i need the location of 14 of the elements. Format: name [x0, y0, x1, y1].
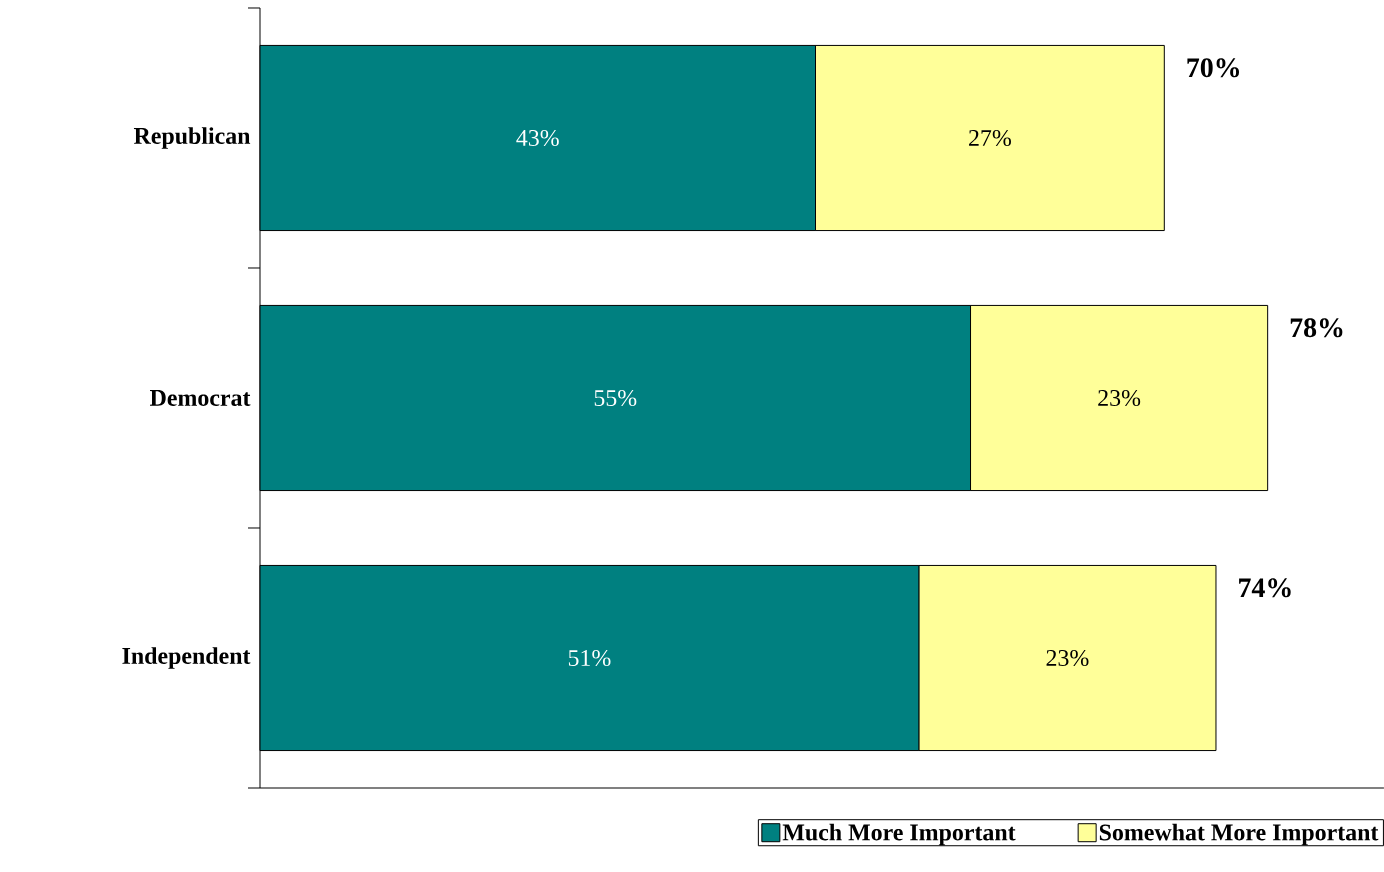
- data-label: 27%: [969, 129, 1011, 147]
- y-tick-label: Democrat: [150, 390, 251, 406]
- legend-label: Somewhat More Important: [1099, 823, 1379, 846]
- data-label: 23%: [1046, 649, 1089, 667]
- y-tick-label: Republican: [133, 127, 251, 149]
- data-label: 55%: [594, 389, 637, 407]
- total-label: 74%: [1239, 578, 1291, 598]
- legend-label: Much More Important: [782, 823, 1016, 846]
- total-label: 78%: [1290, 318, 1343, 338]
- total-label: 70%: [1187, 58, 1239, 78]
- data-label: 43%: [516, 129, 559, 147]
- y-tick-label: Independent: [122, 647, 251, 669]
- data-label: 51%: [568, 649, 611, 667]
- data-label: 23%: [1098, 389, 1141, 407]
